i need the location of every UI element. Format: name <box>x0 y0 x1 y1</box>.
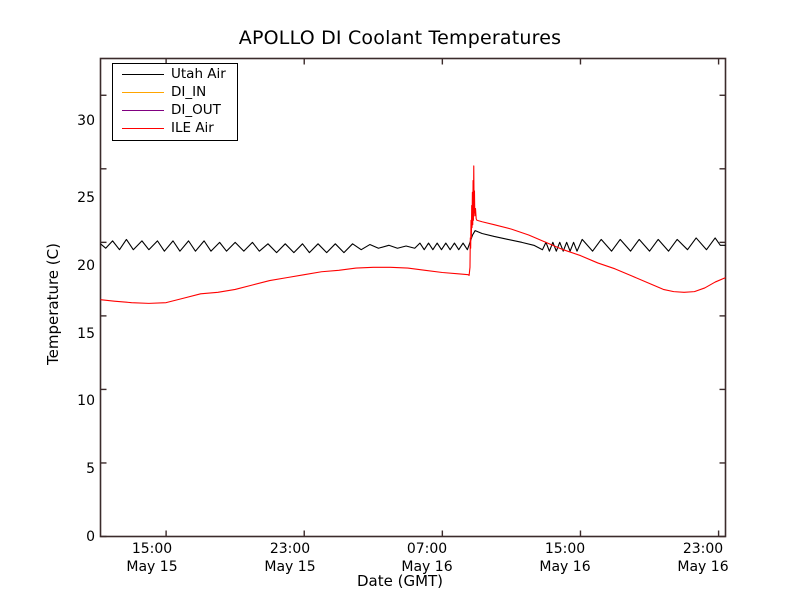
x-tick-label-4-date: May 16 <box>677 559 729 575</box>
y-tick-label-20: 20 <box>77 258 95 274</box>
axes-frame <box>99 57 727 538</box>
x-tick-label-0-date: May 15 <box>126 559 178 575</box>
chart-title: APOLLO DI Coolant Temperatures <box>238 27 562 49</box>
x-tick-label-3-date: May 16 <box>539 559 591 575</box>
y-tick-label-0: 0 <box>86 529 95 545</box>
x-tick-label-2-time: 07:00 <box>406 541 448 557</box>
legend-entry-utah-air: Utah Air <box>113 66 239 83</box>
tick-marks <box>100 58 726 538</box>
legend-swatch-ile-air <box>122 128 164 130</box>
x-tick-label-4-time: 23:00 <box>682 541 724 557</box>
series-lines <box>100 165 726 304</box>
legend-swatch-di-in <box>122 92 164 94</box>
legend-swatch-utah-air <box>122 74 164 76</box>
legend-label-di-out: DI_OUT <box>171 102 221 118</box>
x-tick-label-2-date: May 16 <box>401 559 453 575</box>
legend-entry-di-in: DI_IN <box>113 84 239 101</box>
x-tick-label-0-time: 15:00 <box>131 541 173 557</box>
x-tick-label-3-time: 15:00 <box>544 541 586 557</box>
legend: Utah Air DI_IN DI_OUT ILE Air <box>112 63 238 141</box>
series-line-utah-air <box>100 230 726 254</box>
y-tick-label-10: 10 <box>77 393 95 409</box>
series-line-ile-air <box>100 165 726 304</box>
legend-entry-di-out: DI_OUT <box>113 102 239 119</box>
legend-swatch-di-out <box>122 110 164 112</box>
y-tick-label-30: 30 <box>77 113 95 129</box>
legend-label-di-in: DI_IN <box>171 84 207 100</box>
y-tick-label-25: 25 <box>77 190 95 206</box>
x-tick-label-1-time: 23:00 <box>269 541 311 557</box>
y-tick-label-5: 5 <box>86 461 95 477</box>
legend-label-ile-air: ILE Air <box>171 120 214 136</box>
x-axis-label: Date (GMT) <box>356 572 444 590</box>
x-tick-label-1-date: May 15 <box>264 559 316 575</box>
legend-entry-ile-air: ILE Air <box>113 120 239 137</box>
y-tick-label-15: 15 <box>77 326 95 342</box>
legend-label-utah-air: Utah Air <box>171 66 226 82</box>
